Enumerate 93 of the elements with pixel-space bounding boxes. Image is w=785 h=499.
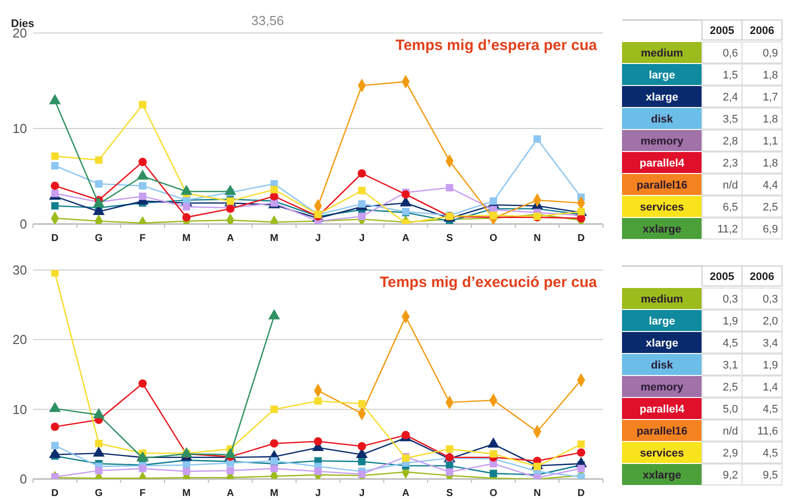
data-label: 4,5 bbox=[762, 403, 778, 416]
category-label: large bbox=[648, 315, 676, 328]
x-tick-label: D bbox=[51, 233, 59, 244]
x-tick-label: F bbox=[140, 233, 146, 244]
data-label: 2,8 bbox=[722, 135, 738, 148]
x-tick-label: N bbox=[534, 488, 541, 499]
y-tick-label: 20 bbox=[12, 332, 27, 348]
x-tick-label: N bbox=[534, 233, 541, 244]
category-label: disk bbox=[650, 113, 674, 126]
data-label: 1,8 bbox=[762, 113, 778, 126]
x-tick-label: A bbox=[402, 233, 410, 244]
data-label: 0,3 bbox=[722, 293, 738, 306]
data-label: 3,1 bbox=[722, 359, 738, 372]
data-label: 1,5 bbox=[722, 69, 738, 82]
category-label: parallel4 bbox=[640, 157, 686, 170]
category-label: medium bbox=[640, 293, 684, 306]
data-label: 1,8 bbox=[762, 69, 778, 82]
data-label: 3,4 bbox=[762, 337, 778, 350]
data-label: 4,5 bbox=[722, 337, 738, 350]
y-tick-label: 10 bbox=[12, 121, 27, 136]
series-label: 2006 bbox=[750, 24, 774, 37]
y-tick-label: 0 bbox=[20, 216, 27, 232]
x-tick-label: D bbox=[51, 488, 59, 499]
x-tick-label: A bbox=[226, 488, 234, 499]
data-label: 3,5 bbox=[722, 113, 738, 126]
data-label: 9,2 bbox=[722, 469, 738, 482]
series-label: 2005 bbox=[710, 24, 734, 37]
category-label: disk bbox=[650, 359, 674, 372]
x-tick-label: S bbox=[446, 488, 454, 499]
data-label: 2,5 bbox=[762, 201, 778, 214]
x-tick-label: D bbox=[577, 488, 585, 499]
data-label: 0,9 bbox=[762, 47, 778, 60]
x-tick-label: G bbox=[94, 233, 103, 244]
data-label: n/d bbox=[722, 425, 738, 438]
category-label: xlarge bbox=[646, 337, 678, 350]
x-tick-label: M bbox=[270, 488, 278, 499]
data-label: 6,5 bbox=[722, 201, 738, 214]
x-tick-label: M bbox=[182, 233, 191, 244]
category-label: large bbox=[648, 69, 676, 82]
data-label: 1,8 bbox=[762, 157, 778, 170]
data-label: 11,2 bbox=[717, 223, 738, 236]
x-tick-label: O bbox=[489, 488, 498, 499]
chart-title: Temps mig d’espera per cua bbox=[396, 37, 598, 54]
category-label: xxlarge bbox=[642, 223, 682, 236]
category-label: xxlarge bbox=[642, 469, 682, 482]
data-label: 9,5 bbox=[762, 469, 778, 482]
data-label: 1,4 bbox=[762, 381, 778, 394]
x-tick-label: M bbox=[270, 233, 278, 244]
data-label: 1,9 bbox=[762, 359, 778, 372]
data-label: 11,6 bbox=[757, 425, 778, 438]
data-label: 1,1 bbox=[762, 135, 778, 148]
data-label: 0,3 bbox=[762, 293, 778, 306]
x-tick-label: D bbox=[577, 233, 585, 244]
x-tick-label: M bbox=[182, 488, 191, 499]
category-label: parallel4 bbox=[640, 403, 686, 416]
chart-title: Temps mig d’execució per cua bbox=[380, 274, 598, 291]
data-label: 1,7 bbox=[762, 91, 778, 104]
series-label: 2006 bbox=[750, 270, 774, 283]
data-label: 0,6 bbox=[722, 47, 738, 60]
text: 33,56 bbox=[251, 13, 284, 28]
x-tick-label: J bbox=[315, 233, 321, 244]
data-label: 1,9 bbox=[722, 315, 738, 328]
y-tick-label: 10 bbox=[12, 402, 27, 417]
x-tick-label: J bbox=[315, 488, 321, 499]
category-label: parallel16 bbox=[636, 179, 688, 192]
category-label: services bbox=[640, 201, 684, 214]
x-tick-label: A bbox=[402, 488, 410, 499]
data-label: 2,3 bbox=[722, 157, 738, 170]
data-label: 2,9 bbox=[722, 447, 738, 460]
x-tick-label: G bbox=[94, 488, 103, 499]
data-label: 2,4 bbox=[722, 91, 738, 104]
x-tick-label: J bbox=[359, 488, 365, 499]
category-label: parallel16 bbox=[636, 425, 688, 438]
data-label: 2,0 bbox=[762, 315, 778, 328]
category-label: xlarge bbox=[646, 91, 678, 104]
series-label: 2005 bbox=[710, 270, 734, 283]
category-label: memory bbox=[640, 135, 684, 148]
x-tick-label: J bbox=[359, 233, 365, 244]
y-tick-label: 30 bbox=[12, 262, 27, 278]
x-tick-label: A bbox=[226, 233, 234, 244]
data-label: n/d bbox=[722, 179, 738, 192]
x-tick-label: O bbox=[489, 233, 498, 244]
data-label: 4,5 bbox=[762, 447, 778, 460]
data-label: 4,4 bbox=[762, 179, 778, 192]
data-label: 6,9 bbox=[762, 223, 778, 236]
data-label: 5,0 bbox=[722, 403, 738, 416]
category-label: services bbox=[640, 447, 684, 460]
x-tick-label: S bbox=[446, 233, 454, 244]
y-tick-label: 0 bbox=[20, 472, 27, 487]
category-label: memory bbox=[640, 381, 684, 394]
category-label: medium bbox=[640, 47, 684, 60]
data-label: 2,5 bbox=[722, 381, 738, 394]
x-tick-label: F bbox=[140, 488, 146, 499]
